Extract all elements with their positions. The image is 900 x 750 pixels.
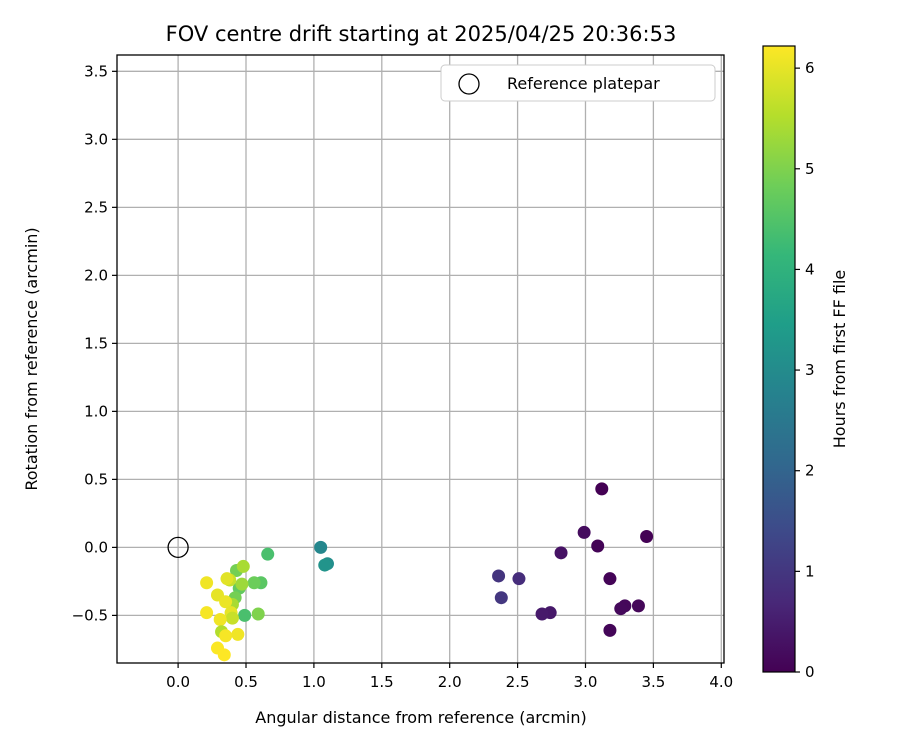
x-tick-label: 4.0 (709, 673, 733, 691)
data-point (213, 612, 227, 626)
data-point (235, 577, 249, 591)
x-tick-label: 0.0 (166, 673, 190, 691)
grid (117, 55, 724, 663)
data-point (631, 599, 645, 613)
data-point (247, 576, 261, 590)
data-point (261, 547, 275, 561)
data-point (535, 607, 549, 621)
data-point (591, 539, 605, 553)
x-axis-label: Angular distance from reference (arcmin) (255, 708, 586, 727)
data-point (603, 572, 617, 586)
data-point (314, 540, 328, 554)
legend-label-reference: Reference platepar (507, 74, 660, 93)
x-tick-label: 2.0 (438, 673, 462, 691)
data-point (238, 608, 252, 622)
data-point (603, 623, 617, 637)
data-point (200, 606, 214, 620)
colorbar-tick-label: 1 (805, 562, 815, 580)
markers (167, 482, 654, 662)
data-point (219, 629, 233, 643)
colorbar-tick-label: 4 (805, 260, 815, 278)
x-axis: 0.0 0.5 1.0 1.5 2.0 2.5 3.0 3.5 4.0 (166, 663, 733, 691)
y-tick-label: 1.5 (84, 334, 108, 352)
y-tick-label: 0.0 (84, 538, 108, 556)
data-point (236, 559, 250, 573)
data-point (217, 648, 231, 662)
data-point (231, 627, 245, 641)
colorbar-tick-label: 5 (805, 160, 815, 178)
data-point (554, 546, 568, 560)
y-tick-label: 3.0 (84, 130, 108, 148)
plot-frame (116, 54, 725, 664)
data-point (494, 591, 508, 605)
data-point (318, 558, 332, 572)
y-axis-label: Rotation from reference (arcmin) (22, 227, 41, 490)
data-point (640, 530, 654, 544)
data-point (577, 525, 591, 539)
colorbar-gradient (762, 45, 796, 673)
reference-point-marker (167, 536, 189, 559)
data-point (200, 576, 214, 590)
colorbar-ticks: 0 1 2 3 4 5 6 (795, 59, 815, 681)
data-point (219, 595, 233, 609)
y-tick-label: 3.5 (84, 62, 108, 80)
colorbar-tick-label: 6 (805, 59, 815, 77)
y-tick-label: 2.0 (84, 266, 108, 284)
x-tick-label: 2.5 (506, 673, 530, 691)
y-tick-label: 2.5 (84, 198, 108, 216)
x-tick-label: 1.0 (302, 673, 326, 691)
legend: Reference platepar (440, 64, 716, 102)
x-tick-label: 0.5 (234, 673, 258, 691)
y-axis: −0.5 0.0 0.5 1.0 1.5 2.0 2.5 3.0 3.5 (72, 62, 117, 624)
data-point (512, 572, 526, 586)
x-tick-label: 3.5 (641, 673, 665, 691)
data-point (220, 572, 234, 586)
x-tick-label: 3.0 (574, 673, 598, 691)
legend-box (440, 64, 716, 102)
colorbar: 0 1 2 3 4 5 6 Hours from first FF file (762, 45, 849, 681)
legend-marker-reference (458, 73, 480, 95)
data-point (225, 611, 239, 625)
colorbar-tick-label: 3 (805, 361, 815, 379)
y-tick-label: 1.0 (84, 402, 108, 420)
data-point (595, 482, 609, 496)
x-tick-label: 1.5 (370, 673, 394, 691)
colorbar-tick-label: 0 (805, 663, 815, 681)
data-point (492, 569, 506, 583)
y-tick-label: 0.5 (84, 470, 108, 488)
data-point (251, 607, 265, 621)
data-point (614, 602, 628, 616)
colorbar-tick-label: 2 (805, 462, 815, 480)
colorbar-label: Hours from first FF file (830, 270, 849, 449)
y-tick-label: −0.5 (72, 606, 108, 624)
chart-title: FOV centre drift starting at 2025/04/25 … (166, 22, 677, 46)
